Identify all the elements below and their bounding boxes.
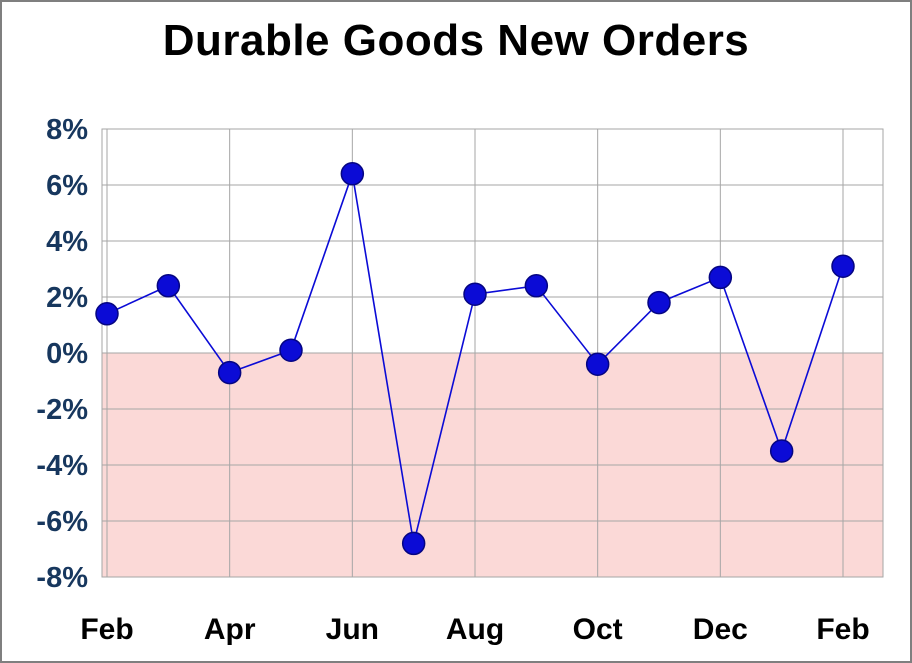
data-point <box>279 338 303 362</box>
y-axis-tick-label: 0% <box>46 338 88 370</box>
data-point <box>217 360 242 385</box>
x-axis-tick-label: Feb <box>80 613 133 646</box>
y-axis-tick-label: 2% <box>46 282 88 314</box>
y-axis-tick-label: 8% <box>46 114 88 146</box>
x-axis-tick-label: Apr <box>204 613 256 646</box>
y-axis-tick-label: -4% <box>36 450 88 482</box>
x-axis-tick-label: Jun <box>326 613 379 646</box>
data-point <box>585 352 610 376</box>
data-point <box>769 439 794 463</box>
y-axis-tick-label: 4% <box>46 226 88 258</box>
data-point <box>95 302 119 326</box>
y-axis-tick-label: -8% <box>36 562 88 594</box>
y-axis-tick-label: -2% <box>36 394 88 426</box>
data-point <box>340 162 365 186</box>
data-point <box>463 282 487 306</box>
x-axis-tick-label: Aug <box>446 613 504 646</box>
x-axis-tick-label: Oct <box>573 613 623 646</box>
x-axis-tick-label: Dec <box>693 613 748 646</box>
data-point <box>831 254 855 278</box>
plot-area-border <box>101 128 884 578</box>
data-point <box>156 274 181 298</box>
y-axis-tick-label: 6% <box>46 170 88 202</box>
data-point <box>524 274 549 298</box>
chart-title: Durable Goods New Orders <box>162 16 750 65</box>
x-axis-tick-label: Feb <box>816 613 869 646</box>
data-point <box>401 531 426 556</box>
data-point <box>708 265 733 290</box>
y-axis-tick-label: -6% <box>36 506 88 538</box>
data-point <box>647 290 671 315</box>
